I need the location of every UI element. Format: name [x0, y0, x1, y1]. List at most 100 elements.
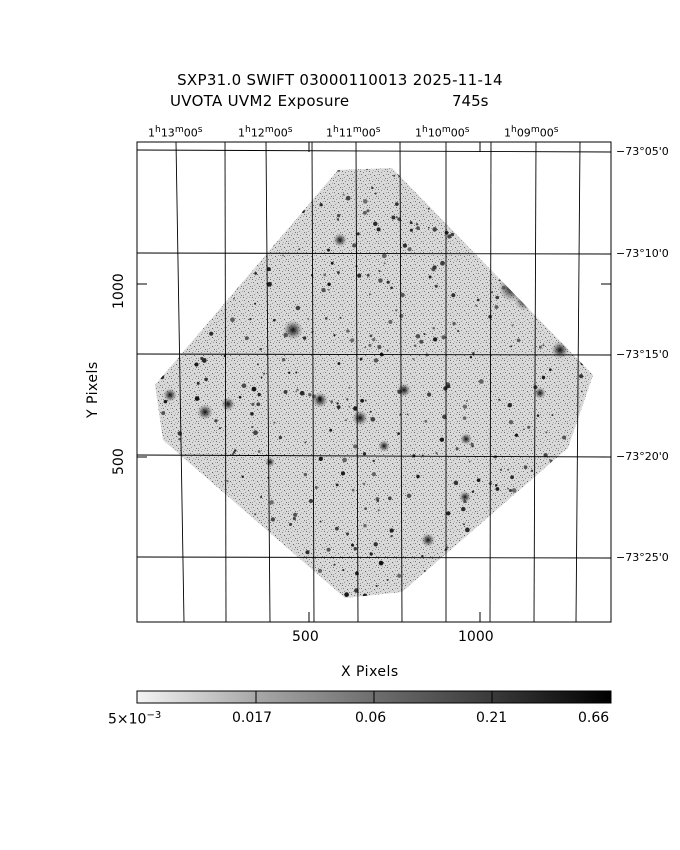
- star: [495, 295, 500, 300]
- ra-label-3: 1h11m00s: [326, 124, 381, 140]
- star: [305, 550, 310, 555]
- star: [150, 417, 154, 421]
- star: [376, 227, 381, 232]
- star: [302, 336, 307, 340]
- star: [372, 337, 376, 342]
- star: [304, 172, 310, 178]
- star: [328, 289, 330, 291]
- star: [545, 220, 548, 223]
- star: [386, 280, 390, 284]
- star: [522, 242, 525, 245]
- star: [254, 302, 257, 305]
- star: [336, 213, 341, 218]
- star: [337, 362, 341, 365]
- star: [504, 174, 508, 178]
- star: [333, 334, 336, 337]
- star: [391, 215, 396, 220]
- star: [273, 183, 278, 188]
- star: [255, 552, 259, 556]
- star: [353, 444, 358, 449]
- star: [511, 324, 514, 327]
- star: [499, 468, 503, 472]
- ra-label-4: 1h10m00s: [415, 124, 470, 140]
- star: [364, 399, 367, 402]
- star: [356, 232, 360, 236]
- star: [432, 337, 438, 342]
- star: [348, 386, 351, 389]
- star: [539, 551, 544, 556]
- star: [378, 270, 381, 272]
- star: [155, 552, 158, 556]
- ra-label-1: 1h13m00s: [148, 124, 203, 140]
- star: [589, 168, 592, 169]
- star: [214, 419, 218, 423]
- star: [324, 317, 328, 320]
- star: [492, 174, 496, 178]
- star: [238, 575, 243, 580]
- star: [314, 486, 318, 489]
- star: [354, 588, 359, 593]
- star: [329, 428, 333, 432]
- star: [171, 325, 175, 329]
- star: [357, 273, 362, 278]
- star: [353, 406, 358, 411]
- title-line-1: SXP31.0 SWIFT 03000110013 2025-11-14: [177, 71, 503, 89]
- star: [370, 416, 376, 422]
- star: [507, 468, 510, 471]
- star: [368, 343, 372, 347]
- star: [334, 526, 339, 531]
- star: [352, 243, 357, 248]
- star: [447, 234, 452, 239]
- star: [386, 579, 389, 581]
- star: [336, 218, 340, 221]
- dec-label-1: −73°05'0: [616, 145, 669, 158]
- star: [511, 488, 517, 493]
- y-tick-label-500: 500: [111, 448, 127, 475]
- star: [180, 235, 183, 237]
- star: [165, 247, 170, 252]
- star: [256, 363, 259, 366]
- star: [569, 165, 572, 168]
- star: [476, 210, 481, 215]
- star: [350, 338, 355, 343]
- star: [215, 550, 218, 553]
- star: [296, 388, 299, 391]
- star: [588, 596, 591, 598]
- star: [383, 262, 386, 265]
- star: [185, 227, 188, 230]
- star: [386, 349, 389, 352]
- star: [282, 604, 284, 606]
- star: [150, 594, 154, 598]
- bright-source: [534, 387, 546, 399]
- star: [202, 300, 206, 304]
- star: [549, 459, 553, 463]
- star: [494, 305, 499, 309]
- star: [208, 168, 213, 173]
- star: [508, 420, 514, 425]
- star: [340, 471, 346, 476]
- star: [541, 525, 545, 529]
- star: [363, 523, 367, 528]
- star: [319, 520, 322, 523]
- star: [406, 413, 409, 416]
- star: [439, 437, 445, 442]
- star: [472, 352, 475, 355]
- star: [501, 275, 504, 278]
- star: [551, 414, 554, 417]
- star: [250, 579, 254, 583]
- star: [400, 292, 405, 298]
- star: [378, 278, 383, 283]
- star: [409, 228, 413, 232]
- star: [213, 256, 217, 260]
- star: [152, 249, 154, 251]
- bright-source: [163, 388, 177, 402]
- star: [319, 203, 323, 207]
- star: [446, 384, 451, 389]
- star: [397, 432, 400, 435]
- star: [375, 584, 378, 588]
- star: [466, 399, 468, 402]
- star: [342, 193, 345, 196]
- star: [364, 346, 366, 349]
- star: [558, 495, 561, 498]
